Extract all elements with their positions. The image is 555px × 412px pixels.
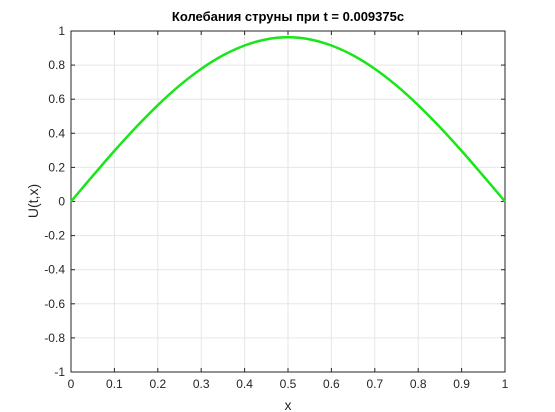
y-tick-label: -0.4 — [44, 263, 65, 277]
chart-title: Колебания струны при t = 0.009375c — [172, 9, 404, 24]
x-tick-label: 0.7 — [366, 377, 383, 391]
y-tick-label: 0.8 — [48, 58, 65, 72]
y-tick-label: 0.4 — [48, 126, 65, 140]
x-tick-label: 0.8 — [410, 377, 427, 391]
y-tick-label: 0.6 — [48, 92, 65, 106]
x-tick-label: 0 — [68, 377, 75, 391]
y-tick-label: 0.2 — [48, 160, 65, 174]
y-axis-label: U(t,x) — [25, 184, 41, 218]
series-group — [70, 36, 506, 203]
x-tick-label: 0.2 — [149, 377, 166, 391]
y-tick-label: -1 — [54, 365, 65, 379]
y-tick-label: -0.2 — [44, 229, 65, 243]
x-axis-label: x — [285, 397, 292, 412]
x-tick-label: 0.6 — [323, 377, 340, 391]
x-tick-label: 0.3 — [193, 377, 210, 391]
x-tick-label: 1 — [502, 377, 509, 391]
x-tick-label: 0.9 — [453, 377, 470, 391]
y-tick-label: -0.8 — [44, 331, 65, 345]
x-tick-label: 0.1 — [106, 377, 123, 391]
x-tick-label: 0.5 — [280, 377, 297, 391]
tick-labels: 0 0.1 0.2 0.3 0.4 0.5 0.6 0.7 0.8 0.9 1 -1 -0.8 -0.6 -… — [44, 24, 508, 391]
series-line — [70, 36, 506, 203]
x-tick-label: 0.4 — [236, 377, 253, 391]
y-tick-label: 0 — [58, 195, 65, 209]
y-tick-label: -0.6 — [44, 297, 65, 311]
y-tick-label: 1 — [58, 24, 65, 38]
